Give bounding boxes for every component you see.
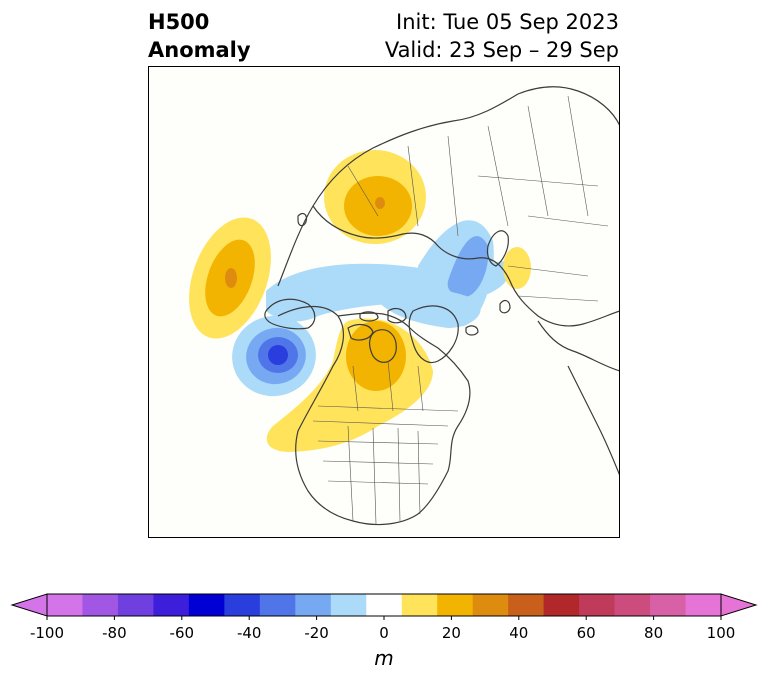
colorbar-tick-label: 20: [441, 624, 461, 642]
colorbar-tick-label: -20: [304, 624, 329, 642]
colorbar-over-arrow: [720, 593, 758, 617]
colorbar-bin: [579, 594, 616, 616]
western-canada-ridge: [266, 318, 433, 452]
colorbar-tick-label: -80: [102, 624, 127, 642]
map-title: H500 Anomaly: [148, 8, 251, 64]
colorbar-bin: [47, 594, 83, 616]
colorbar-bin: [82, 594, 119, 616]
colorbar-bin: [401, 594, 438, 616]
colorbar-bin: [543, 594, 580, 616]
colorbar-tick-label: 0: [379, 624, 389, 642]
colorbar-bin: [685, 594, 722, 616]
colorbar: [10, 593, 758, 620]
init-date: Init: Tue 05 Sep 2023: [396, 10, 619, 34]
valid-range: Valid: 23 Sep – 29 Sep: [384, 38, 619, 62]
colorbar-bin: [366, 594, 403, 616]
colorbar-bin: [188, 594, 225, 616]
colorbar-bin: [650, 594, 687, 616]
colorbar-tick-label: -60: [169, 624, 195, 642]
colorbar-bin: [295, 594, 332, 616]
colorbar-bin: [330, 594, 367, 616]
colorbar-tick-label: 60: [576, 624, 596, 642]
colorbar-under-arrow: [10, 593, 48, 617]
coastlines: [264, 86, 620, 526]
siberia-ridge: [324, 150, 426, 244]
colorbar-tick-label: -40: [236, 624, 262, 642]
title-variable: H500: [148, 10, 210, 34]
political-borders: [312, 95, 609, 525]
map-frame: [148, 66, 620, 538]
anomaly-map: [148, 66, 620, 538]
colorbar-bin: [153, 594, 190, 616]
colorbar-bin: [508, 594, 545, 616]
europe-ridge: [503, 247, 531, 289]
map-dates: Init: Tue 05 Sep 2023 Valid: 23 Sep – 29…: [385, 8, 619, 64]
colorbar-bin: [259, 594, 296, 616]
colorbar-bin: [117, 594, 154, 616]
colorbar-bin: [437, 594, 474, 616]
colorbar-tick-label: 40: [509, 624, 529, 642]
colorbar-tick-label: 80: [644, 624, 664, 642]
colorbar-bin: [224, 594, 261, 616]
north-pacific-ridge: [189, 217, 271, 339]
colorbar-bin: [614, 594, 651, 616]
title-anomaly: Anomaly: [148, 38, 251, 62]
gulf-of-alaska-trough: [232, 315, 316, 397]
arctic-negative-band: [266, 220, 511, 328]
colorbar-unit-label: m: [374, 646, 394, 670]
colorbar-tick-label: 100: [706, 624, 736, 642]
colorbar-bin: [472, 594, 509, 616]
colorbar-tick-label: -100: [29, 624, 65, 642]
